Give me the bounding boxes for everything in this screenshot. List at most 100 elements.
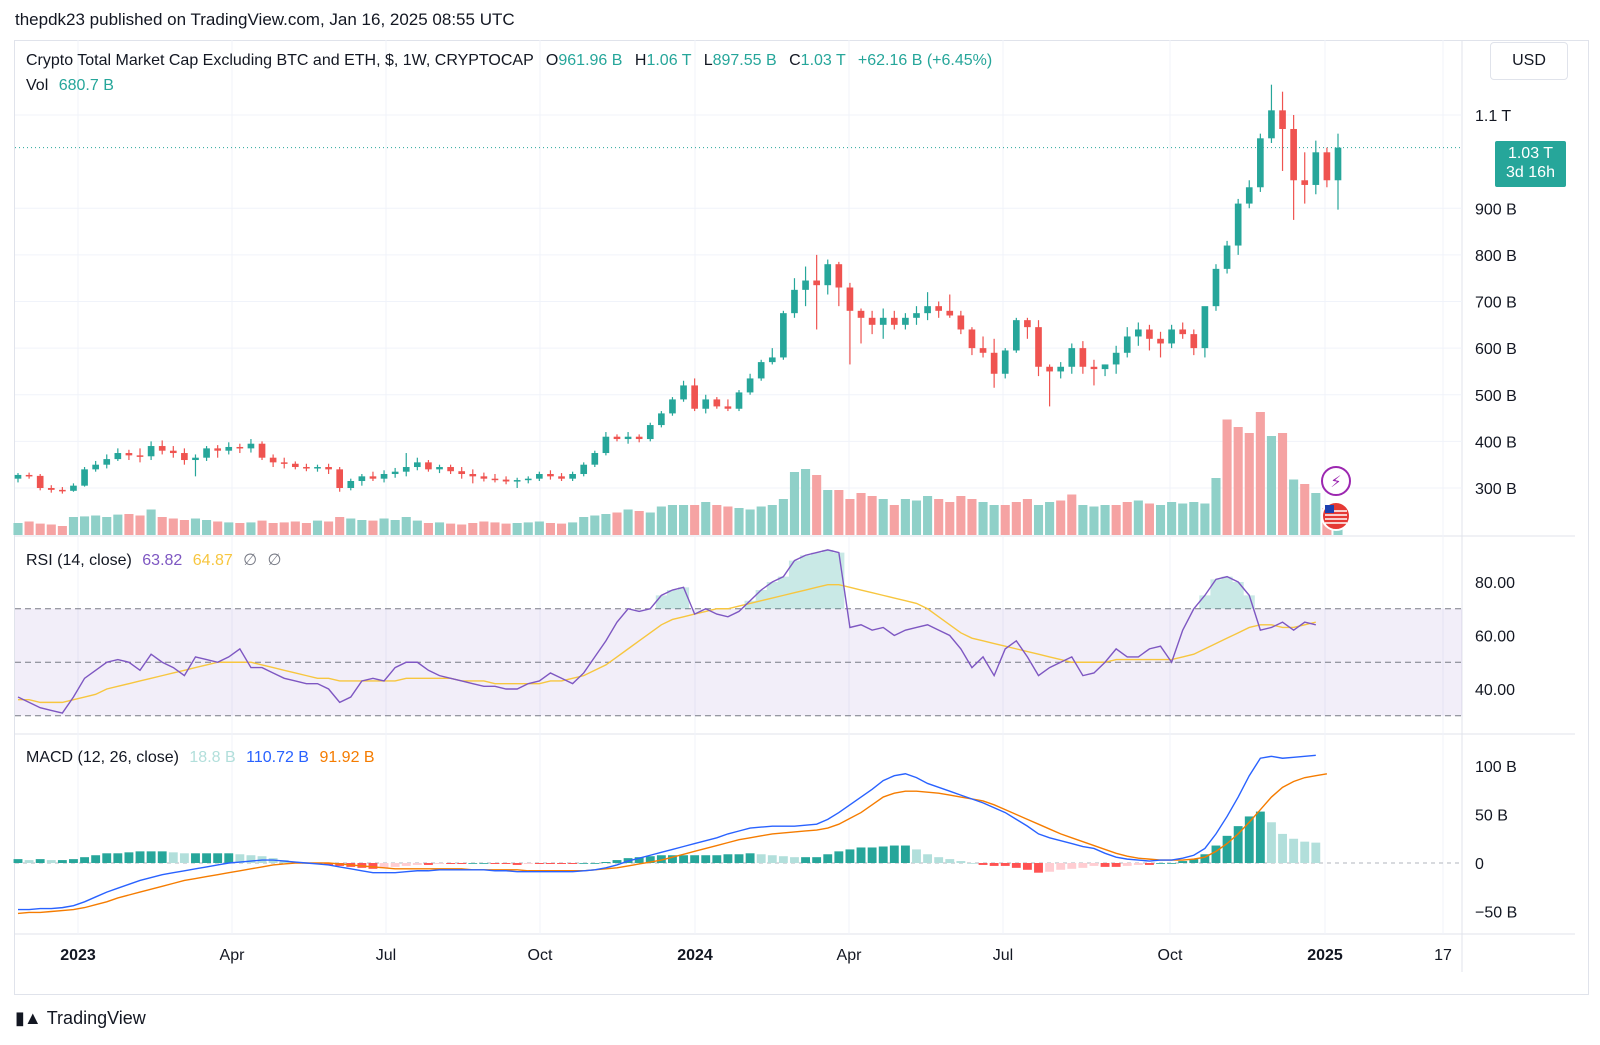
candle-body	[979, 348, 987, 353]
candle-body	[1234, 203, 1242, 246]
candle-body	[147, 446, 155, 457]
candle-body	[458, 471, 466, 475]
currency-button[interactable]: USD	[1490, 42, 1568, 80]
candle-body	[1046, 366, 1053, 372]
macd-histogram-bar	[668, 855, 677, 863]
candle-body	[835, 264, 843, 288]
candle-body	[1268, 110, 1275, 139]
volume-bar	[1244, 433, 1254, 535]
macd-histogram-bar	[956, 861, 966, 863]
macd-histogram-bar	[168, 852, 178, 863]
volume-bar	[124, 514, 134, 535]
candle-body	[1179, 329, 1187, 335]
macd-histogram-bar	[856, 847, 866, 863]
candle-body	[1001, 350, 1009, 374]
volume-bar	[479, 521, 489, 535]
macd-histogram-bar	[368, 863, 378, 869]
candle-body	[669, 399, 676, 414]
rsi-null-1: ∅	[243, 552, 258, 569]
candle-body	[780, 313, 787, 358]
rsi-ma-line	[18, 583, 1316, 704]
tradingview-footer[interactable]: ▮▲ TradingView	[15, 1008, 146, 1029]
candle-body	[913, 313, 920, 318]
volume-bar	[579, 517, 589, 535]
candle-body	[1312, 152, 1320, 185]
candle-body	[225, 446, 233, 451]
macd-histogram-bar	[823, 854, 833, 863]
price-tick-label: 900 B	[1475, 201, 1517, 218]
volume-bar	[246, 522, 256, 535]
macd-histogram-bar	[246, 855, 256, 863]
volume-bar	[1289, 479, 1299, 535]
volume-bar	[834, 490, 844, 535]
candle-body	[1157, 338, 1164, 344]
candle-body	[325, 467, 332, 470]
close-label: C	[789, 52, 801, 69]
volume-bar	[1122, 502, 1132, 535]
candle-body	[1123, 336, 1131, 353]
volume-bar	[446, 523, 456, 535]
macd-histogram-bar	[479, 863, 489, 864]
candle-body	[735, 392, 743, 409]
time-tick-label: Oct	[528, 947, 553, 964]
candle-body	[1279, 110, 1286, 129]
volume-bar	[845, 499, 855, 535]
candle-body	[81, 469, 88, 486]
candle-body	[957, 315, 965, 330]
candle-body	[92, 464, 99, 470]
candle-body	[1168, 329, 1175, 344]
candle-body	[314, 467, 321, 469]
candle-body	[1290, 128, 1297, 181]
candle-body	[1079, 348, 1087, 367]
volume-bar	[1311, 493, 1321, 535]
volume-bar	[712, 505, 722, 535]
candle-body	[402, 467, 410, 472]
macd-histogram-bar	[1178, 861, 1188, 863]
candle-body	[214, 448, 221, 451]
candle-body	[269, 457, 277, 463]
candle-body	[624, 436, 632, 440]
macd-histogram-bar	[867, 847, 877, 863]
volume-bar	[290, 521, 300, 535]
macd-histogram-bar	[1111, 863, 1121, 867]
candle-body	[1212, 268, 1220, 307]
volume-bar	[1189, 502, 1199, 535]
macd-histogram-bar	[1067, 863, 1077, 869]
macd-histogram-bar	[390, 863, 400, 867]
macd-histogram-bar	[978, 863, 988, 865]
volume-bar	[1266, 436, 1276, 535]
volume-bar	[80, 516, 90, 535]
macd-tick-label: −50 B	[1475, 905, 1517, 922]
volume-bar	[1233, 427, 1243, 535]
macd-histogram-bar	[945, 859, 955, 863]
candle-body	[547, 474, 554, 477]
macd-histogram-bar	[1300, 841, 1310, 863]
rsi-label: RSI (14, close)	[26, 552, 132, 569]
macd-histogram-bar	[113, 853, 123, 863]
macd-histogram-bar	[124, 852, 134, 863]
macd-histogram-bar	[889, 845, 899, 863]
volume-bar	[1222, 419, 1232, 535]
volume-bar	[867, 496, 877, 535]
macd-tick-label: 0	[1475, 856, 1484, 873]
volume-bar	[656, 506, 666, 535]
time-tick-label: Apr	[837, 947, 863, 964]
macd-histogram-bar	[534, 863, 544, 864]
macd-histogram-bar	[224, 853, 234, 863]
candle-body	[646, 425, 654, 440]
candle-body	[569, 474, 576, 479]
price-tick-label: 600 B	[1475, 341, 1517, 358]
time-tick-label: Jul	[376, 947, 396, 964]
candle-body	[1135, 329, 1142, 337]
macd-histogram-bar	[1233, 826, 1243, 863]
macd-histogram-bar	[1244, 816, 1254, 863]
rsi-tick-label: 60.00	[1475, 629, 1515, 646]
candle-body	[502, 479, 510, 482]
volume-bar	[989, 505, 999, 535]
volume-bar	[1045, 502, 1055, 535]
volume-bar	[601, 514, 611, 535]
macd-histogram-bar	[1255, 811, 1265, 863]
volume-bar	[312, 520, 323, 535]
volume-bar	[889, 505, 899, 535]
candle-body	[103, 459, 111, 465]
